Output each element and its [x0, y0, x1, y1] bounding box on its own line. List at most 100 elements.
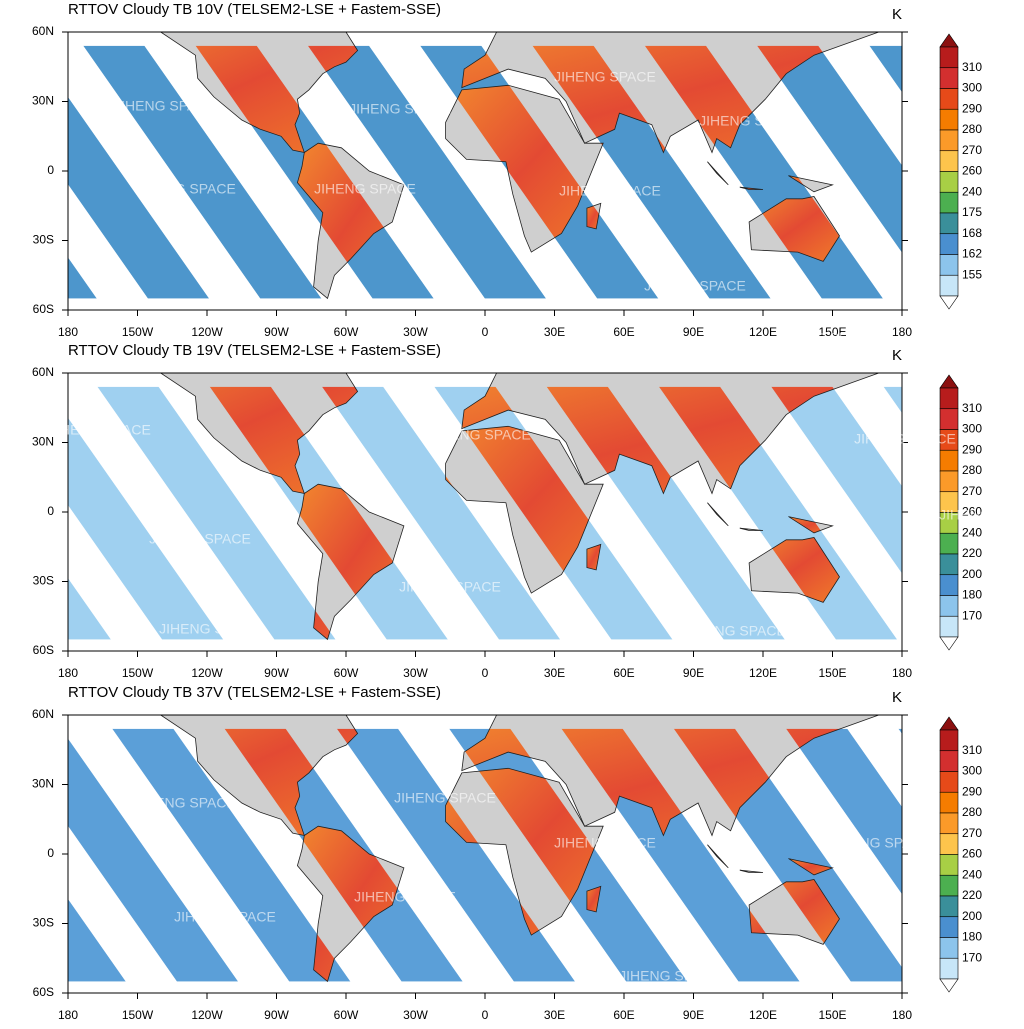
lon-label: 150E	[818, 666, 846, 680]
colorbar-label: 290	[962, 101, 982, 115]
colorbar-bin	[939, 171, 959, 193]
coastline	[707, 502, 729, 527]
lon-label: 30W	[403, 666, 428, 680]
watermark: JIHENG SPACE	[854, 431, 956, 447]
land-gap	[461, 32, 902, 153]
watermark: JIHENG SPACE	[134, 181, 236, 197]
watermark: JIHENG SPACE	[939, 507, 1024, 523]
colorbar-bin	[939, 254, 959, 276]
watermark: JIHENG SPACE	[354, 889, 456, 905]
coastline	[296, 142, 405, 300]
colorbar-label: 200	[962, 909, 982, 923]
colorbar-bin	[939, 874, 959, 897]
lon-label: 120W	[191, 325, 223, 339]
watermark: JIHENG SPACE	[554, 835, 656, 851]
watermark: JIHENG SPACE	[429, 427, 531, 443]
colorbar-label: 240	[962, 525, 982, 539]
watermark: JIHENG SPACE	[394, 790, 496, 806]
land-no-data	[95, 715, 902, 982]
colorbar-bin	[939, 771, 959, 793]
no-data-south	[68, 639, 902, 651]
colorbar-bin	[939, 46, 959, 69]
colorbar-min	[939, 978, 959, 993]
lat-label: 30N	[32, 94, 54, 108]
colorbar-label: 200	[962, 567, 982, 581]
land-gap	[749, 879, 840, 945]
colorbar-label: 170	[962, 608, 982, 622]
land-gap	[445, 85, 604, 253]
coastline	[95, 715, 359, 837]
lon-label: 0	[482, 666, 489, 680]
lon-label: 90E	[683, 1008, 704, 1022]
panel-title: RTTOV Cloudy TB 10V (TELSEM2-LSE + Faste…	[68, 1, 441, 18]
coastline	[296, 825, 405, 983]
colorbar-max	[939, 33, 959, 48]
colorbar-bin	[939, 470, 959, 493]
no-data-south	[68, 298, 902, 310]
colorbar-label: 310	[962, 60, 982, 74]
colorbar-bin	[939, 895, 959, 918]
watermark: JIHENG SPACE	[559, 183, 661, 199]
lon-label: 180	[892, 1008, 912, 1022]
lon-label: 60W	[334, 325, 359, 339]
watermark: JIHENG SPACE	[49, 422, 151, 438]
watermark: JIHENG SPACE	[114, 98, 216, 114]
colorbar-min	[939, 295, 959, 310]
colorbar-label: 180	[962, 588, 982, 602]
colorbar-bin	[939, 595, 959, 617]
coastline	[445, 425, 604, 594]
coastline	[707, 844, 729, 869]
land-gap	[95, 32, 358, 153]
colorbar-label: 270	[962, 484, 982, 498]
coastline	[586, 885, 602, 913]
coastline	[788, 175, 834, 193]
lat-label: 30N	[32, 435, 54, 449]
lon-label: 60W	[334, 666, 359, 680]
land-gap	[749, 196, 840, 262]
colorbar-label: 270	[962, 826, 982, 840]
watermark: JIHENG SPACE	[174, 909, 276, 925]
land-gap	[445, 426, 604, 594]
lon-label: 150W	[122, 325, 154, 339]
unit-label: K	[892, 347, 902, 364]
colorbar-label: 240	[962, 867, 982, 881]
land-gap	[461, 715, 902, 836]
watermark: JIHENG SPACE	[699, 113, 801, 129]
colorbar-label: 260	[962, 505, 982, 519]
coastline	[586, 202, 602, 230]
lon-label: 60E	[613, 666, 634, 680]
colorbar-label: 310	[962, 743, 982, 757]
coastline	[461, 715, 902, 837]
lon-label: 60W	[334, 1008, 359, 1022]
coastline	[788, 858, 834, 876]
unit-label: K	[892, 6, 902, 23]
lon-label: 120E	[749, 666, 777, 680]
lon-label: 120W	[191, 1008, 223, 1022]
coastline	[445, 767, 604, 936]
panel-title: RTTOV Cloudy TB 37V (TELSEM2-LSE + Faste…	[68, 684, 441, 701]
land-no-data	[95, 32, 902, 299]
lon-label: 120E	[749, 325, 777, 339]
colorbar-bin	[939, 408, 959, 430]
colorbar-bin	[939, 957, 959, 980]
colorbar-label: 240	[962, 184, 982, 198]
land-gap	[297, 484, 404, 640]
lon-label: 90W	[264, 1008, 289, 1022]
coastline	[748, 879, 840, 945]
coastline	[739, 527, 764, 531]
map-panel: RTTOV Cloudy TB 10V (TELSEM2-LSE + Faste…	[32, 1, 982, 346]
colorbar-bin	[939, 212, 959, 235]
map-area	[68, 373, 902, 651]
colorbar-bin	[939, 67, 959, 89]
lat-label: 0	[47, 846, 54, 860]
coastline	[296, 483, 405, 641]
colorbar-label: 175	[962, 205, 982, 219]
coastline	[748, 537, 840, 603]
no-data-south	[68, 981, 902, 993]
map-panel: RTTOV Cloudy TB 37V (TELSEM2-LSE + Faste…	[32, 684, 982, 1022]
lon-label: 150W	[122, 666, 154, 680]
watermark: JIHENG SPACE	[149, 531, 251, 547]
colorbar-bin	[939, 150, 959, 172]
watermark: JIHENG SPACE	[399, 579, 501, 595]
colorbar-bin	[939, 553, 959, 576]
